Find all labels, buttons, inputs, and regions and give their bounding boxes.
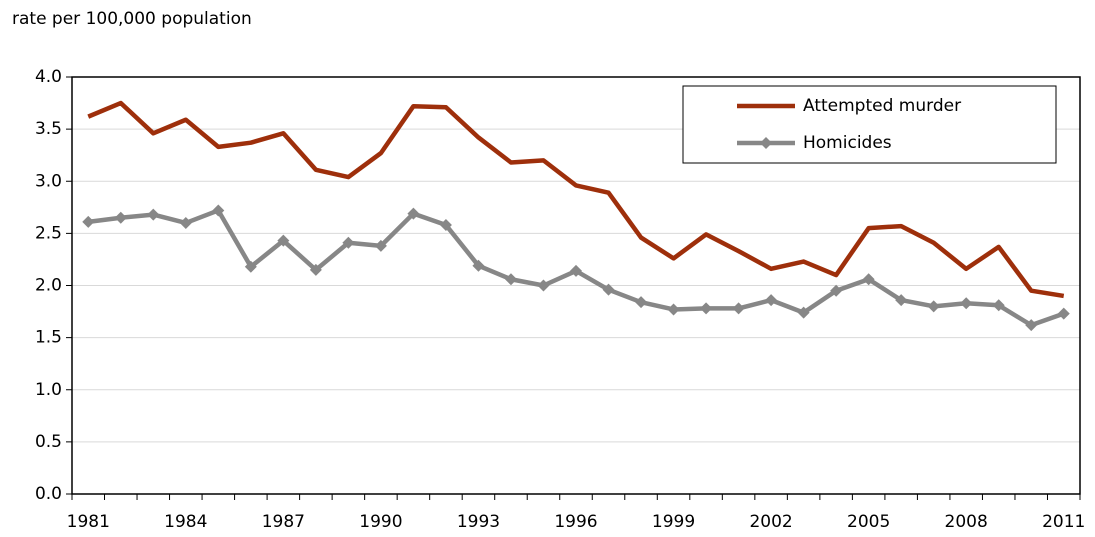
point-marker bbox=[277, 234, 290, 247]
point-marker bbox=[635, 296, 648, 309]
point-marker bbox=[992, 299, 1005, 312]
y-tick-label: 1.5 bbox=[35, 328, 62, 348]
y-tick-label: 3.0 bbox=[35, 171, 62, 191]
point-marker bbox=[342, 236, 355, 249]
point-marker bbox=[700, 302, 713, 315]
x-tick-label: 2005 bbox=[847, 512, 890, 532]
y-tick-label: 2.5 bbox=[35, 223, 62, 243]
y-tick-label: 0.5 bbox=[35, 432, 62, 452]
point-marker bbox=[309, 263, 322, 276]
x-tick-label: 1981 bbox=[67, 512, 110, 532]
point-marker bbox=[927, 300, 940, 313]
point-marker bbox=[765, 294, 778, 307]
x-tick-label: 2011 bbox=[1042, 512, 1085, 532]
x-tick-label: 1999 bbox=[652, 512, 695, 532]
point-marker bbox=[1025, 319, 1038, 332]
point-marker bbox=[374, 239, 387, 252]
x-tick-label: 1984 bbox=[164, 512, 207, 532]
point-marker bbox=[114, 211, 127, 224]
point-marker bbox=[732, 302, 745, 315]
point-marker bbox=[667, 303, 680, 316]
y-tick-label: 1.0 bbox=[35, 380, 62, 400]
point-marker bbox=[439, 219, 452, 232]
y-tick-label: 0.0 bbox=[35, 484, 62, 504]
point-marker bbox=[797, 306, 810, 319]
x-tick-label: 2008 bbox=[945, 512, 988, 532]
x-tick-label: 1987 bbox=[262, 512, 305, 532]
point-marker bbox=[82, 215, 95, 228]
y-axis-label: rate per 100,000 population bbox=[12, 9, 252, 29]
point-marker bbox=[407, 207, 420, 220]
y-tick-label: 2.0 bbox=[35, 276, 62, 296]
plot-frame bbox=[71, 76, 1081, 495]
x-tick-label: 2002 bbox=[749, 512, 792, 532]
x-tick-label: 1993 bbox=[457, 512, 500, 532]
x-tick-label: 1990 bbox=[359, 512, 402, 532]
y-tick-label: 3.5 bbox=[35, 119, 62, 139]
legend-marker bbox=[760, 137, 772, 149]
point-marker bbox=[537, 279, 550, 292]
legend-label: Attempted murder bbox=[803, 96, 961, 116]
point-marker bbox=[895, 294, 908, 307]
point-marker bbox=[504, 273, 517, 286]
legend-label: Homicides bbox=[803, 133, 892, 153]
legend-box bbox=[682, 85, 1057, 164]
point-marker bbox=[212, 204, 225, 217]
point-marker bbox=[960, 297, 973, 310]
y-tick-label: 4.0 bbox=[35, 67, 62, 87]
point-marker bbox=[147, 208, 160, 221]
point-marker bbox=[1057, 307, 1070, 320]
point-marker bbox=[570, 264, 582, 277]
x-tick-label: 1996 bbox=[554, 512, 597, 532]
point-marker bbox=[602, 283, 615, 296]
series-line bbox=[87, 100, 1065, 299]
point-marker bbox=[179, 216, 192, 229]
point-marker bbox=[472, 259, 485, 272]
point-marker bbox=[830, 284, 843, 297]
point-marker bbox=[244, 260, 257, 273]
point-marker bbox=[862, 273, 875, 286]
